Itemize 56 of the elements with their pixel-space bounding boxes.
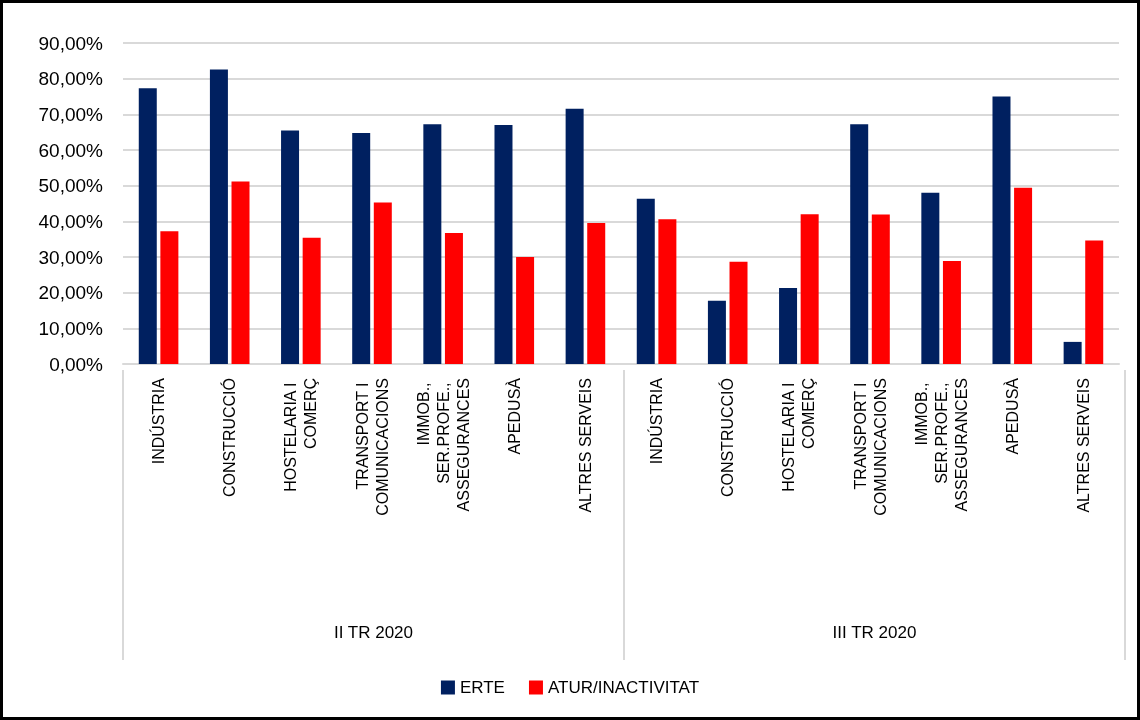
bar — [423, 124, 442, 364]
bar — [921, 192, 940, 364]
bar — [587, 223, 606, 364]
legend-label: ATUR/INACTIVITAT — [547, 678, 700, 697]
bar — [1063, 341, 1082, 364]
bar — [281, 130, 300, 364]
x-tick-label: TRANSPORT I COMUNICACIONS — [851, 378, 889, 516]
bar — [209, 69, 228, 364]
bar — [779, 288, 798, 364]
x-tick-label: HOSTELARIA I COMERÇ — [282, 378, 320, 492]
y-tick-label: 30,00% — [38, 246, 104, 268]
text: II TR 2020 — [333, 622, 414, 642]
bar — [871, 214, 890, 364]
x-tick-label: HOSTELARIA I COMERÇ — [780, 378, 818, 492]
y-tick-label: 40,00% — [38, 210, 104, 232]
bar — [160, 231, 179, 364]
bar — [516, 257, 535, 364]
y-tick-label: 90,00% — [38, 32, 104, 54]
x-tick-label: IMMOB., SER.PROFE., ASSEGURANCES — [414, 378, 472, 512]
x-tick-label: INDÚSTRIA — [647, 377, 666, 465]
y-tick-label: 50,00% — [38, 175, 104, 197]
x-tick-label: INDÚSTRIA — [149, 377, 168, 465]
legend-label: ERTE — [459, 678, 505, 697]
bar — [707, 300, 726, 364]
text: III TR 2020 — [832, 622, 917, 642]
y-tick-label: 70,00% — [38, 103, 104, 125]
y-tick-label: 80,00% — [38, 68, 104, 90]
bar — [1014, 187, 1033, 364]
bar — [231, 181, 250, 364]
bar — [302, 237, 321, 364]
bar — [1085, 240, 1104, 364]
x-tick-label: ALTRES SERVEIS — [576, 378, 594, 513]
bar — [565, 108, 584, 364]
x-tick-label: APEDUSÀ — [504, 377, 523, 455]
y-tick-label: 20,00% — [38, 282, 104, 304]
bar — [494, 125, 513, 364]
x-tick-label: CONSTRUCCIÓ — [220, 378, 239, 498]
x-tick-label: CONSTRUCCIÓ — [718, 378, 737, 498]
bar — [444, 233, 463, 364]
bar — [636, 198, 655, 364]
bar — [729, 261, 748, 364]
x-tick-label: APEDUSÀ — [1002, 377, 1021, 455]
x-tick-label: ALTRES SERVEIS — [1074, 378, 1092, 513]
bar — [138, 88, 157, 364]
bar — [658, 219, 677, 364]
bar — [352, 132, 371, 364]
x-tick-label: IMMOB., SER.PROFE., ASSEGURANCES — [912, 378, 970, 512]
x-tick-label: TRANSPORT I COMUNICACIONS — [353, 378, 391, 516]
y-tick-label: 0,00% — [49, 353, 104, 375]
bar — [800, 214, 819, 364]
y-tick-label: 60,00% — [38, 139, 104, 161]
bar — [942, 260, 961, 364]
bar — [850, 124, 869, 364]
y-tick-label: 10,00% — [38, 317, 104, 339]
bar — [373, 202, 392, 364]
bar — [992, 96, 1011, 364]
